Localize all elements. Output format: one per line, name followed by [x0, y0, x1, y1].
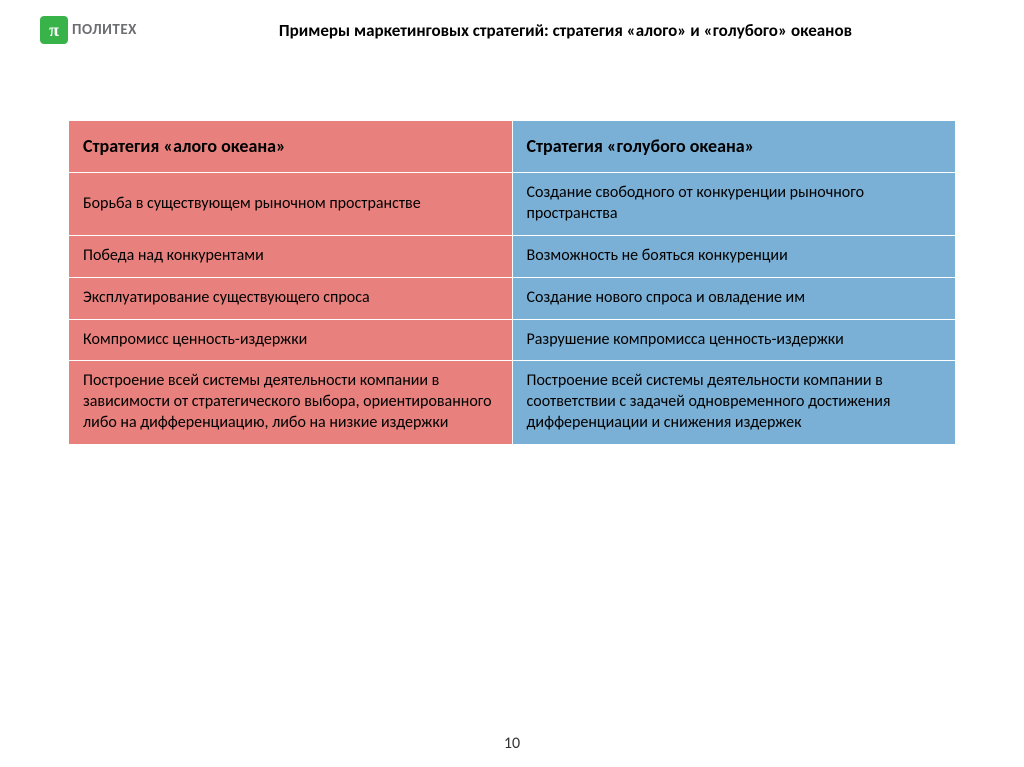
cell-red: Борьба в существующем рыночном пространс…	[69, 173, 513, 236]
table-row: Компромисс ценность-издержки Разрушение …	[69, 319, 956, 361]
comparison-table: Стратегия «алого океана» Стратегия «голу…	[68, 120, 956, 445]
cell-red: Победа над конкурентами	[69, 235, 513, 277]
table-row: Эксплуатирование существующего спроса Со…	[69, 277, 956, 319]
cell-blue: Возможность не бояться конкуренции	[512, 235, 956, 277]
logo-text: ПОЛИТЕХ	[72, 21, 137, 39]
logo-icon: π	[40, 16, 68, 44]
table-header-row: Стратегия «алого океана» Стратегия «голу…	[69, 121, 956, 173]
header-red: Стратегия «алого океана»	[69, 121, 513, 173]
page-number: 10	[0, 734, 1024, 753]
cell-blue: Создание нового спроса и овладение им	[512, 277, 956, 319]
cell-blue: Создание свободного от конкуренции рыноч…	[512, 173, 956, 236]
cell-blue: Разрушение компромисса ценность-издержки	[512, 319, 956, 361]
logo: π ПОЛИТЕХ	[40, 16, 137, 44]
page-title: Примеры маркетинговых стратегий: стратег…	[137, 20, 984, 41]
slide-header: π ПОЛИТЕХ Примеры маркетинговых стратеги…	[40, 16, 984, 44]
cell-red: Компромисс ценность-издержки	[69, 319, 513, 361]
cell-red: Эксплуатирование существующего спроса	[69, 277, 513, 319]
cell-blue: Построение всей системы деятельности ком…	[512, 361, 956, 444]
header-blue: Стратегия «голубого океана»	[512, 121, 956, 173]
table-row: Победа над конкурентами Возможность не б…	[69, 235, 956, 277]
table-row: Борьба в существующем рыночном пространс…	[69, 173, 956, 236]
comparison-table-container: Стратегия «алого океана» Стратегия «голу…	[68, 120, 956, 445]
table-row: Построение всей системы деятельности ком…	[69, 361, 956, 444]
cell-red: Построение всей системы деятельности ком…	[69, 361, 513, 444]
